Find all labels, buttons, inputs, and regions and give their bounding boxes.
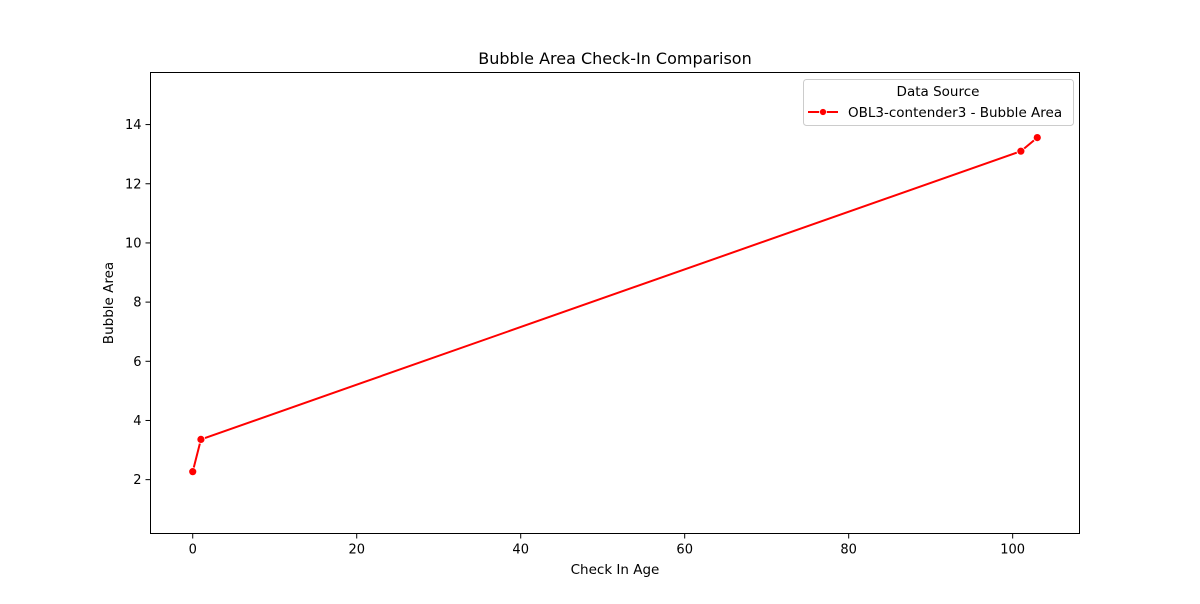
legend: Data Source OBL3-contender3 - Bubble Are…: [803, 79, 1074, 126]
chart-title: Bubble Area Check-In Comparison: [478, 49, 751, 68]
y-tick-label: 12: [125, 177, 142, 192]
legend-entry-label: OBL3-contender3 - Bubble Area: [848, 105, 1062, 121]
data-point: [196, 435, 206, 444]
y-tick-label: 6: [133, 355, 141, 370]
x-axis: 0 20 40 60 80 100: [189, 533, 1025, 558]
y-tick-label: 14: [125, 118, 142, 133]
y-tick-label: 10: [125, 236, 142, 251]
legend-marker-swatch: [819, 108, 827, 116]
plot-area: [188, 133, 1042, 477]
y-tick-label: 2: [133, 473, 141, 488]
x-tick-label: 80: [840, 543, 857, 558]
data-point: [188, 467, 198, 477]
x-tick-label: 0: [189, 543, 197, 558]
y-axis: 2 4 6 8 10 12 14: [125, 118, 151, 488]
series-line: [191, 136, 1038, 472]
data-point: [1032, 133, 1042, 142]
data-point: [1016, 146, 1026, 156]
x-axis-label: Check In Age: [571, 562, 660, 578]
x-tick-label: 40: [512, 543, 529, 558]
y-tick-label: 8: [133, 296, 141, 311]
x-tick-label: 60: [676, 543, 693, 558]
legend-box: [803, 79, 1074, 126]
legend-title: Data Source: [897, 84, 980, 100]
y-axis-label: Bubble Area: [101, 262, 117, 344]
x-tick-label: 20: [348, 543, 365, 558]
y-tick-label: 4: [133, 414, 141, 429]
plot-frame: [150, 72, 1080, 534]
x-tick-label: 100: [1000, 543, 1025, 558]
